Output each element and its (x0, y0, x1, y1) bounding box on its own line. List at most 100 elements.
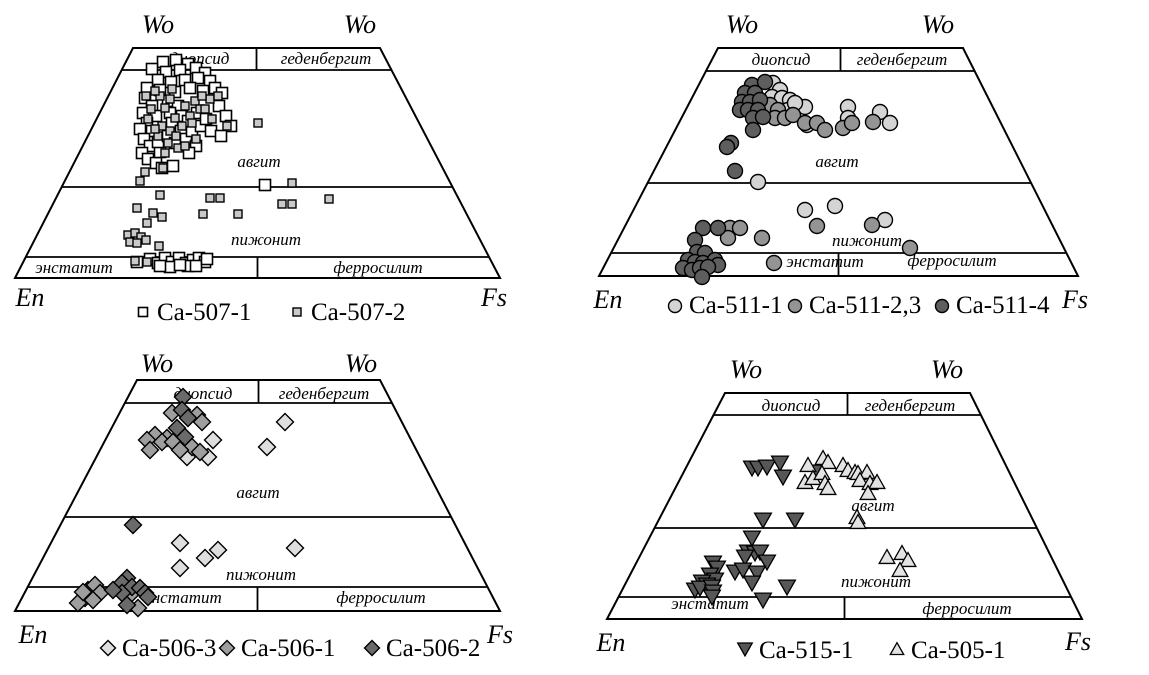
legend-marker-Ca-511-2,3 (787, 298, 803, 314)
data-point-Ca-507-1 (173, 258, 187, 272)
data-point-Ca-507-2 (154, 241, 164, 251)
data-point-Ca-515-1 (733, 562, 753, 580)
corner-label-wo: Wo (344, 10, 376, 39)
data-point-Ca-507-2 (160, 103, 170, 113)
data-point-Ca-511-2,3 (808, 217, 826, 235)
data-point-Ca-507-2 (165, 94, 175, 104)
data-point-Ca-507-2 (222, 121, 232, 131)
data-point-Ca-505-1 (878, 548, 896, 565)
data-point-Ca-507-1 (166, 159, 180, 173)
corner-label-fs: Fs (1064, 627, 1091, 656)
data-point-Ca-506-1 (192, 412, 212, 432)
data-point-Ca-507-2 (140, 167, 150, 177)
data-point-Ca-507-2 (167, 84, 177, 94)
data-point-Ca-505-1 (819, 479, 837, 496)
panel-ca-515-505: Wo Wo En Fs диопсид геденбергит авгит пижонит эн… (575, 340, 1149, 675)
data-point-Ca-511-1 (749, 173, 767, 191)
data-point-Ca-511-2,3 (901, 239, 919, 257)
data-point-Ca-507-2 (191, 134, 201, 144)
region-label: авгит (815, 152, 858, 171)
region-label: ферросилит (907, 251, 996, 270)
data-point-Ca-515-1 (735, 549, 755, 567)
legend-marker-Ca-507-2 (292, 307, 302, 317)
data-point-Ca-507-2 (213, 91, 223, 101)
data-point-Ca-506-3 (170, 533, 190, 553)
data-point-Ca-506-2 (138, 587, 158, 607)
region-label: авгит (237, 152, 280, 171)
corner-label-en: En (593, 285, 623, 314)
data-point-Ca-505-1 (899, 551, 917, 568)
data-point-Ca-507-2 (157, 212, 167, 222)
data-point-Ca-505-1 (851, 471, 869, 488)
region-label: авгит (851, 496, 894, 515)
data-point-Ca-505-1 (868, 473, 886, 490)
region-label: авгит (236, 483, 279, 502)
data-point-Ca-507-2 (130, 256, 140, 266)
data-point-Ca-507-2 (165, 126, 175, 136)
data-point-Ca-507-2 (180, 101, 190, 111)
legend-marker-Ca-506-3 (99, 639, 117, 657)
data-point-Ca-506-3 (203, 430, 223, 450)
data-point-Ca-515-1 (702, 589, 722, 607)
panel-ca-511: Wo Wo En Fs диопсид геденбергит авгит пижонит эн… (575, 0, 1149, 340)
data-point-Ca-506-3 (275, 412, 295, 432)
data-point-Ca-515-1 (753, 512, 773, 530)
data-point-Ca-511-4 (756, 73, 774, 91)
data-point-Ca-507-2 (142, 218, 152, 228)
panel-ca-506: Wo Wo En Fs диопсид геденбергит авгит пижонит эн… (0, 340, 575, 675)
data-point-Ca-506-2 (123, 515, 143, 535)
data-point-Ca-506-1 (140, 440, 160, 460)
corner-label-wo: Wo (345, 349, 377, 378)
legend-label: Ca-505-1 (911, 637, 1005, 664)
data-point-Ca-505-1 (849, 513, 867, 530)
legend-label: Ca-511-1 (689, 292, 783, 319)
data-point-Ca-515-1 (757, 554, 777, 572)
data-point-Ca-507-2 (155, 190, 165, 200)
data-point-Ca-506-2 (178, 408, 198, 428)
corner-label-wo: Wo (141, 349, 173, 378)
data-point-Ca-507-2 (141, 235, 151, 245)
data-point-Ca-507-1 (145, 62, 159, 76)
region-label: энстатит (786, 252, 864, 271)
data-point-Ca-507-2 (205, 193, 215, 203)
legend-label: Ca-511-2,3 (809, 292, 921, 319)
data-point-Ca-515-1 (742, 575, 762, 593)
data-point-Ca-507-2 (143, 114, 153, 124)
data-point-Ca-505-1 (859, 484, 877, 501)
data-point-Ca-511-1 (881, 114, 899, 132)
data-point-Ca-511-4 (744, 121, 762, 139)
data-point-Ca-515-1 (777, 579, 797, 597)
region-label: диопсид (752, 50, 811, 69)
data-point-Ca-507-2 (197, 91, 207, 101)
corner-label-fs: Fs (1061, 285, 1088, 314)
data-point-Ca-511-4 (754, 108, 772, 126)
data-point-Ca-506-1 (190, 442, 210, 462)
data-point-Ca-507-1 (189, 259, 203, 273)
data-point-Ca-507-2 (177, 121, 187, 131)
data-point-Ca-507-2 (253, 118, 263, 128)
data-point-Ca-507-2 (148, 208, 158, 218)
data-point-Ca-506-1 (83, 590, 103, 610)
data-point-Ca-507-2 (200, 104, 210, 114)
data-point-Ca-511-2,3 (731, 219, 749, 237)
data-point-Ca-505-1 (819, 453, 837, 470)
data-point-Ca-515-1 (753, 592, 773, 610)
data-point-Ca-506-3 (208, 540, 228, 560)
data-point-Ca-507-2 (135, 176, 145, 186)
data-point-Ca-505-1 (858, 463, 876, 480)
data-point-Ca-505-1 (799, 456, 817, 473)
region-label: пижонит (832, 231, 902, 250)
corner-label-en: En (15, 283, 45, 312)
corner-label-fs: Fs (486, 620, 513, 649)
data-point-Ca-507-2 (150, 124, 160, 134)
data-point-Ca-507-1 (258, 178, 272, 192)
data-point-Ca-511-2,3 (863, 216, 881, 234)
legend-marker-Ca-515-1 (736, 642, 754, 658)
region-label: энстатит (671, 594, 749, 613)
legend-label: Ca-506-3 (122, 635, 216, 662)
corner-label-wo: Wo (730, 355, 762, 384)
legend-label: Ca-506-1 (241, 635, 335, 662)
data-point-Ca-506-3 (285, 538, 305, 558)
